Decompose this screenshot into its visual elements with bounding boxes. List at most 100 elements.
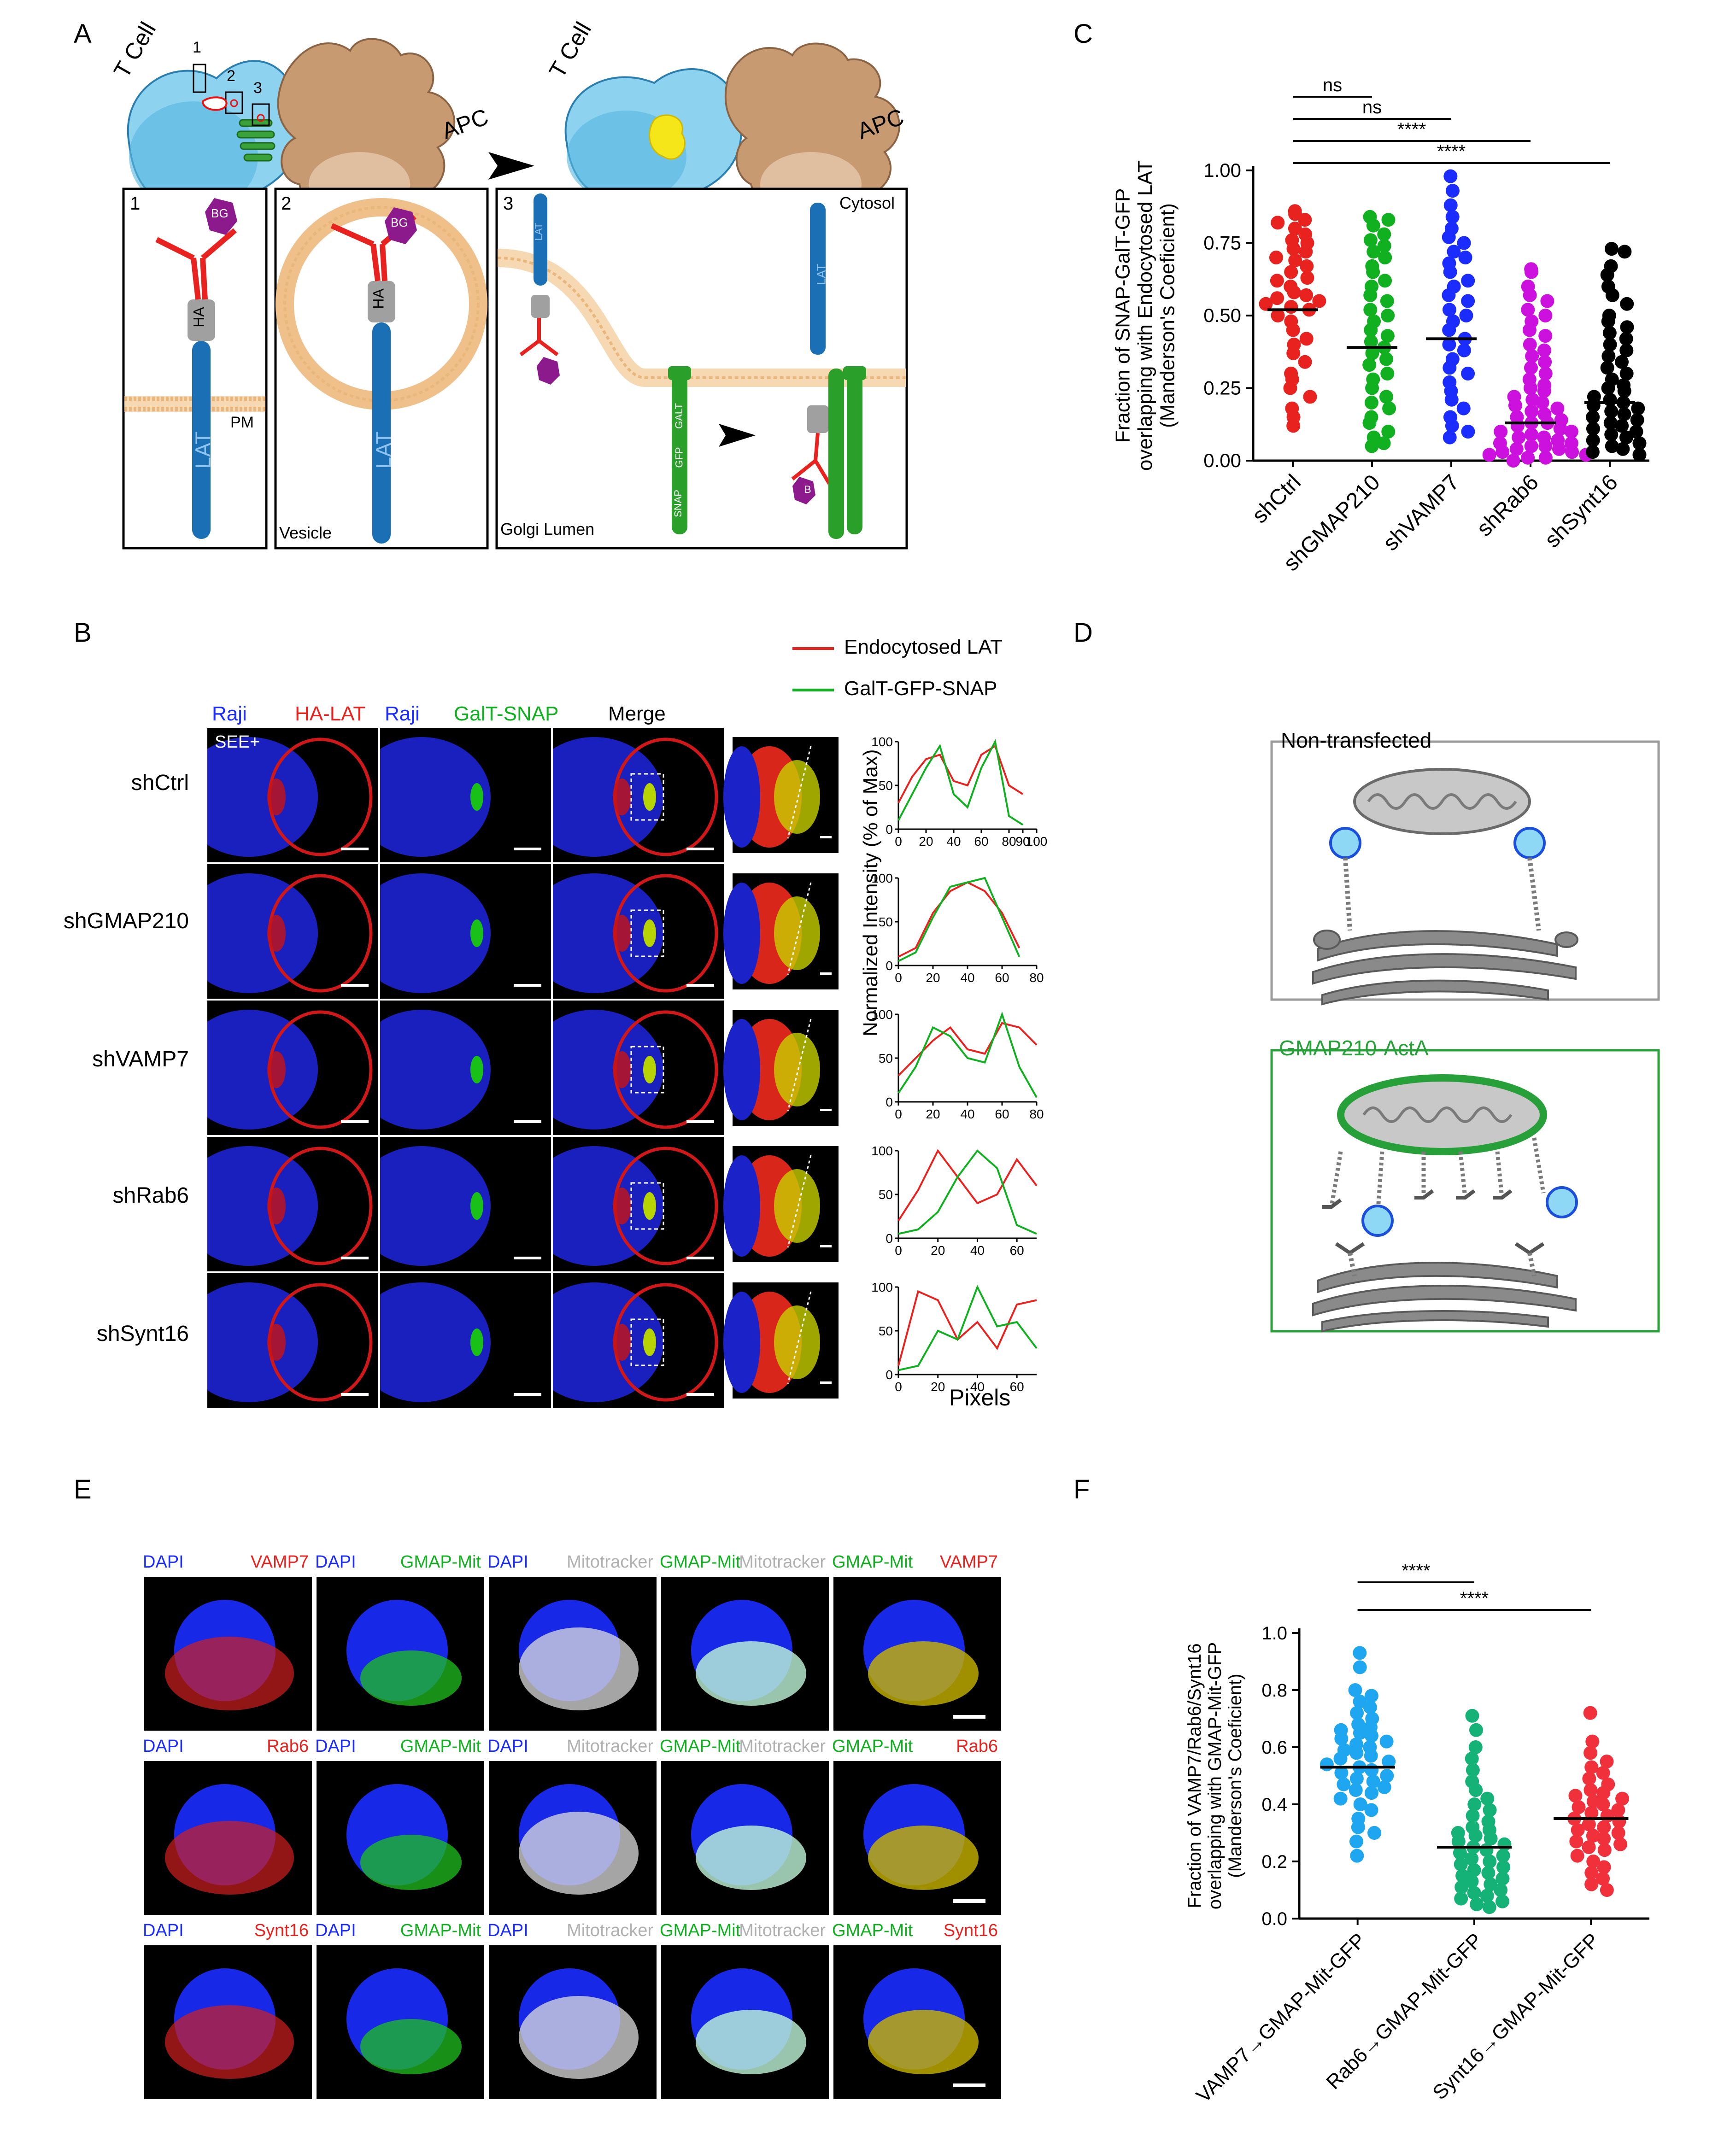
data-point: [1496, 1849, 1510, 1863]
gfp-label-1: GFP: [673, 447, 685, 468]
data-point: [1298, 355, 1312, 369]
data-point: [1364, 396, 1378, 410]
data-point: [1600, 1755, 1614, 1768]
data-point: [1603, 416, 1618, 430]
data-point: [1611, 1826, 1625, 1840]
data-point: [1617, 407, 1631, 421]
y-tick-label: 0.75: [1203, 232, 1241, 254]
profile-x-tick-label: 40: [946, 834, 961, 849]
profile-y-tick-label: 0: [886, 959, 893, 973]
e-micrograph: [660, 1944, 830, 2101]
data-point: [1524, 265, 1538, 279]
data-point: [1568, 1789, 1583, 1803]
col-head-merge: Merge: [608, 702, 666, 725]
data-point: [1457, 236, 1471, 250]
data-point: [1538, 309, 1553, 322]
data-point: [1454, 1857, 1468, 1872]
y-tick-label: 0.25: [1203, 377, 1241, 399]
y-tick-label: 1.0: [1261, 1623, 1287, 1644]
e-label-left: GMAP-Mit: [660, 1921, 741, 1940]
col-head-raji-2: Raji: [385, 702, 420, 725]
bg-label-2: BG: [391, 216, 408, 229]
e-label-left: DAPI: [143, 1921, 184, 1940]
e-label-left: DAPI: [487, 1921, 528, 1940]
data-point: [1521, 303, 1535, 317]
significance-label: ****: [1402, 1561, 1430, 1581]
data-point: [1348, 1683, 1362, 1697]
data-point: [1270, 274, 1284, 288]
col-head-galt-snap: GalT-SNAP: [454, 702, 559, 725]
snap-label-1: SNAP: [672, 490, 684, 517]
x-category-label: shRab6: [1472, 470, 1543, 541]
data-point: [1364, 334, 1378, 349]
marker-signal: [165, 1637, 294, 1710]
data-point: [1466, 1763, 1480, 1777]
e-label-left: DAPI: [143, 1737, 184, 1756]
data-point: [1613, 1837, 1628, 1851]
e-label-right: Mitotracker: [567, 1737, 653, 1756]
chart-f: 0.00.20.40.60.81.0VAMP7→GMAP-Mit-GFPRab6…: [1185, 1561, 1649, 2107]
gmap-signal: [360, 1650, 462, 1706]
data-point: [1458, 251, 1472, 264]
data-point: [1494, 425, 1508, 439]
data-point: [1469, 1783, 1483, 1797]
data-point: [1453, 1846, 1467, 1860]
data-point: [1442, 288, 1456, 302]
data-point: [1337, 1777, 1351, 1791]
panel-label-f: F: [1073, 1475, 1090, 1504]
profile-y-tick-label: 100: [871, 871, 893, 885]
data-point: [1611, 1803, 1625, 1817]
ha-tag-1: [188, 299, 215, 341]
series-2: [1442, 169, 1475, 445]
data-point: [1380, 294, 1394, 308]
data-point: [1620, 320, 1634, 334]
profile-red-line: [897, 1149, 1038, 1222]
sub1-number: 1: [130, 193, 141, 214]
data-point: [1467, 1886, 1481, 1900]
data-point: [1584, 1877, 1599, 1891]
data-point: [1363, 288, 1378, 302]
e-label-left: GMAP-Mit: [660, 1737, 741, 1756]
profile-x-tick-label: 90: [1015, 834, 1030, 849]
data-point: [1451, 1834, 1466, 1849]
micrograph-content: [380, 1282, 541, 1402]
data-point: [1601, 381, 1615, 395]
row-label-shsynt16: shSynt16: [96, 1322, 189, 1346]
vesicle-label: Vesicle: [279, 523, 332, 542]
sub2-number: 2: [281, 193, 292, 214]
series-0: [1259, 204, 1326, 433]
legend-line-green: [792, 689, 834, 691]
data-point: [1601, 349, 1616, 363]
micrograph-content: [553, 1010, 718, 1129]
data-point: [1631, 401, 1645, 415]
data-point: [1461, 425, 1475, 439]
overlap-signal: [696, 2010, 806, 2074]
data-point: [1604, 242, 1619, 256]
data-point: [1443, 198, 1458, 212]
data-point: [1603, 338, 1617, 351]
data-point: [1286, 323, 1300, 337]
e-micrograph: [315, 1944, 486, 2101]
chart-c: 0.000.250.500.751.00shCtrlshGMAP210shVAM…: [1115, 75, 1649, 576]
micrograph-content: [207, 737, 373, 857]
data-point: [1364, 1786, 1378, 1800]
data-point: [1496, 1860, 1511, 1874]
e-label-left: DAPI: [315, 1737, 356, 1756]
e-label-right: GMAP-Mit: [400, 1552, 481, 1572]
panel-a-schematic: [122, 38, 908, 550]
data-point: [1482, 1900, 1496, 1914]
row-label-shrab6: shRab6: [112, 1183, 189, 1208]
b-label: B: [804, 484, 811, 495]
data-point: [1525, 349, 1539, 363]
profile-red-line: [897, 1022, 1038, 1077]
significance-label: ns: [1323, 75, 1342, 95]
profile-x-tick-label: 80: [1029, 971, 1044, 985]
data-point: [1379, 352, 1394, 366]
data-point: [1442, 323, 1456, 337]
e-micrograph: [660, 1760, 830, 1916]
profile-x-tick-label: 20: [919, 834, 933, 849]
series-4: [1585, 242, 1647, 462]
data-point: [1585, 445, 1600, 459]
data-point: [1564, 425, 1578, 439]
data-point: [1616, 442, 1630, 456]
